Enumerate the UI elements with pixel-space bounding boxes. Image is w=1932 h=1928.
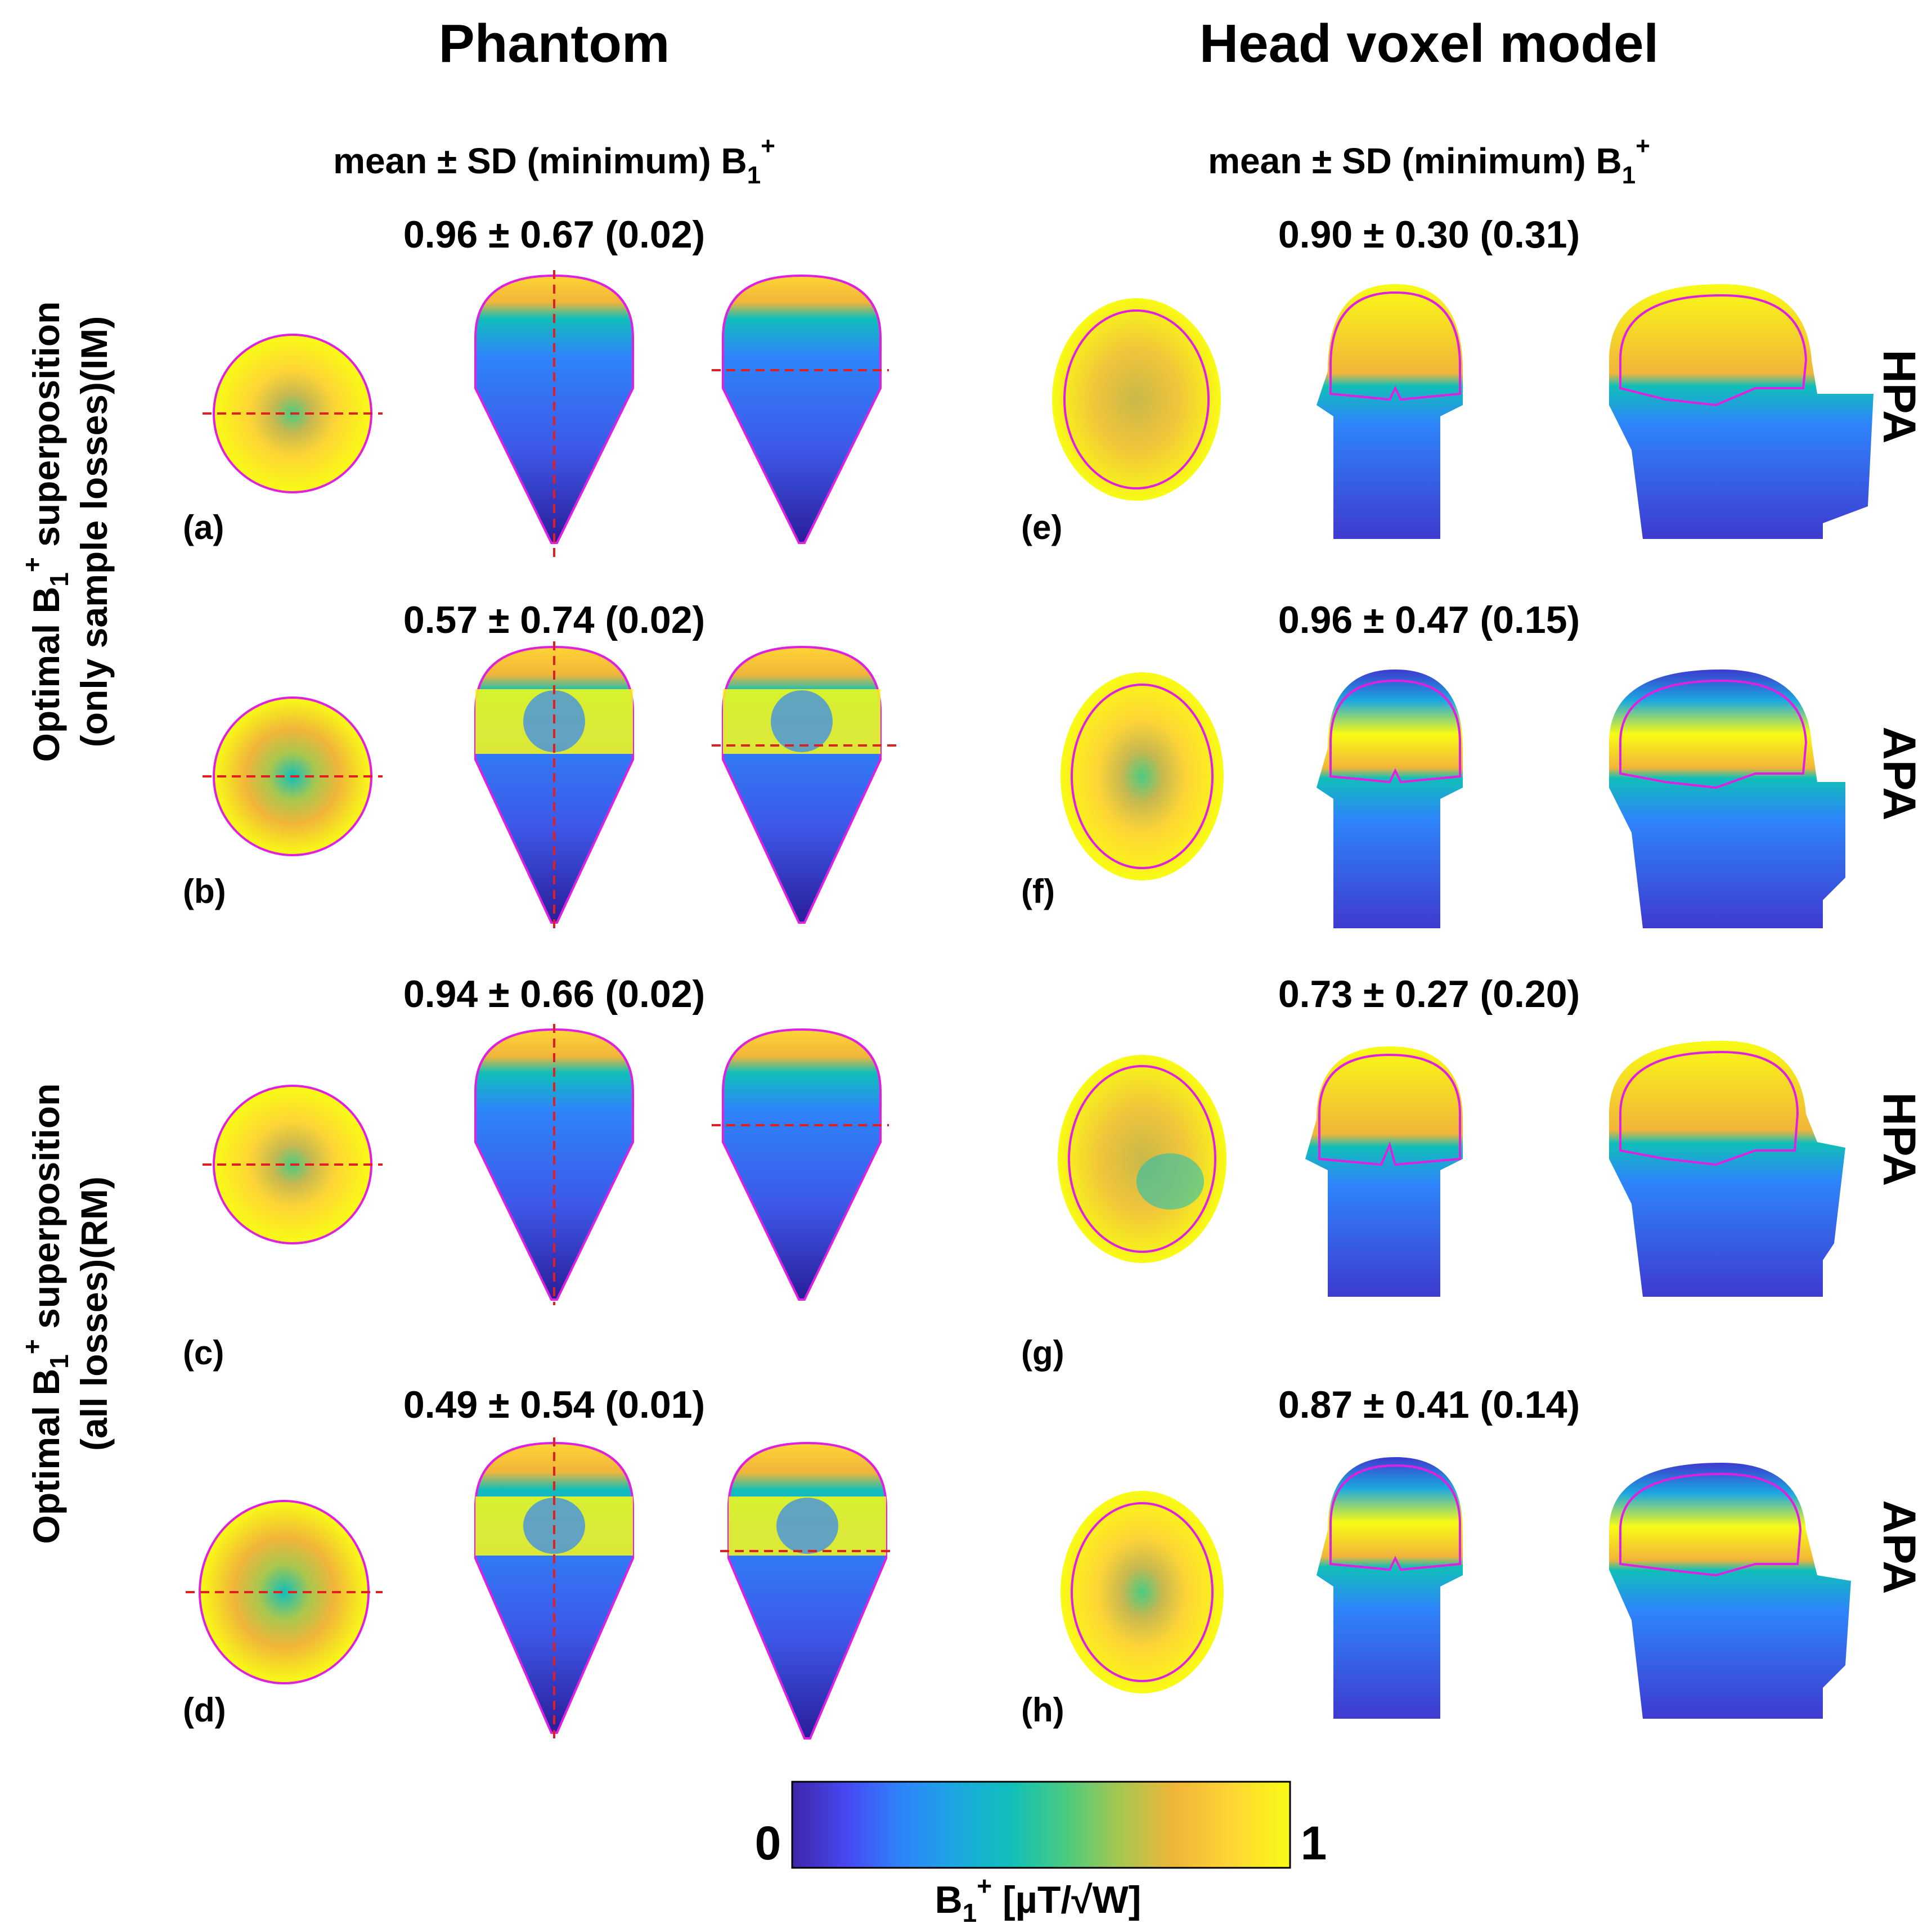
row-d-h: 0.49 ± 0.54 (0.01) 0.87 ± 0.41 (0.14) (d…: [183, 1383, 1925, 1740]
head-coronal-map-f: [1317, 669, 1463, 928]
phantom-sagittal-center-d: [776, 1498, 838, 1554]
head-coronal-map-h: [1317, 1457, 1463, 1719]
head-coronal-map-e: [1317, 284, 1463, 539]
phantom-column-title: Phantom: [439, 14, 670, 74]
phantom-subheader: mean ± SD (minimum) B1+: [333, 132, 775, 189]
colorbar-min-label: 0: [755, 1817, 781, 1869]
row-b-f: 0.57 ± 0.74 (0.02) 0.96 ± 0.47 (0.15) (b…: [183, 599, 1925, 928]
head-sagittal-map-g: [1609, 1041, 1845, 1297]
svg-text:(only sample losses)(IM): (only sample losses)(IM): [73, 316, 115, 748]
colorbar-max-label: 1: [1301, 1817, 1327, 1869]
panel-label-h: (h): [1021, 1691, 1064, 1729]
head-axial-outline-h: [1071, 1502, 1214, 1682]
head-axial-outline-g: [1068, 1065, 1216, 1253]
array-label-row-2: APA: [1873, 726, 1925, 820]
svg-text:Optimal B1+ superposition: Optimal B1+ superposition: [17, 302, 74, 762]
head-axial-map-g: [1058, 1055, 1226, 1263]
stat-phantom-d: 0.49 ± 0.54 (0.01): [403, 1383, 705, 1426]
stat-phantom-a: 0.96 ± 0.67 (0.02): [403, 213, 705, 256]
row-a-e: 0.96 ± 0.67 (0.02) 0.90 ± 0.30 (0.31) (a…: [183, 213, 1925, 557]
phantom-sagittal-map-b: [722, 645, 882, 924]
phantom-sagittal-map-c: [722, 1028, 882, 1301]
stat-head-f: 0.96 ± 0.47 (0.15): [1278, 599, 1580, 641]
phantom-sagittal-center-b: [771, 690, 833, 752]
head-coronal-map-g: [1305, 1046, 1463, 1297]
svg-text:(all losses)(RM): (all losses)(RM): [73, 1176, 115, 1451]
phantom-sagittal-map-d: [727, 1441, 887, 1740]
phantom-sagittal-map-a: [722, 274, 882, 544]
phantom-axial-map-d: [199, 1500, 370, 1684]
side-label-rm: Optimal B1+ superposition (all losses)(R…: [17, 1084, 115, 1544]
panel-label-c: (c): [183, 1334, 224, 1372]
panel-label-b: (b): [183, 873, 226, 910]
head-sagittal-outline-g: [1619, 1050, 1799, 1166]
array-label-row-4: APA: [1873, 1500, 1925, 1594]
colorbar-gradient: [791, 1781, 1291, 1869]
stat-head-e: 0.90 ± 0.30 (0.31): [1278, 213, 1580, 256]
panel-label-a: (a): [183, 509, 224, 546]
head-coronal-outline-f: [1329, 679, 1461, 784]
head-subheader: mean ± SD (minimum) B1+: [1208, 132, 1650, 189]
head-sagittal-outline-h: [1619, 1472, 1802, 1577]
array-label-row-1: HPA: [1873, 349, 1925, 443]
head-coronal-outline-g: [1318, 1053, 1461, 1166]
stat-phantom-c: 0.94 ± 0.66 (0.02): [403, 973, 705, 1015]
head-coronal-outline-h: [1329, 1464, 1461, 1571]
colorbar: 0 1 B1+ [µT/√W]: [755, 1781, 1327, 1927]
head-axial-map-e: [1052, 298, 1221, 501]
head-sagittal-map-h: [1609, 1463, 1851, 1719]
side-label-im: Optimal B1+ superposition (only sample l…: [17, 302, 115, 762]
head-axial-outline-f: [1071, 684, 1214, 869]
svg-text:Optimal B1+ superposition: Optimal B1+ superposition: [17, 1084, 74, 1544]
array-label-row-3: HPA: [1873, 1092, 1925, 1186]
head-axial-outline-e: [1063, 309, 1210, 489]
panel-label-d: (d): [183, 1691, 226, 1729]
head-sagittal-outline-e: [1619, 294, 1808, 407]
head-column-title: Head voxel model: [1199, 14, 1659, 74]
panel-label-g: (g): [1021, 1334, 1064, 1372]
stat-head-h: 0.87 ± 0.41 (0.14): [1278, 1383, 1580, 1426]
head-sagittal-outline-f: [1619, 679, 1808, 789]
panel-label-e: (e): [1021, 509, 1062, 546]
head-sagittal-map-f: [1609, 669, 1845, 928]
head-coronal-outline-e: [1329, 291, 1461, 401]
head-sagittal-map-e: [1609, 284, 1873, 539]
panel-label-f: (f): [1021, 873, 1055, 910]
stat-head-g: 0.73 ± 0.27 (0.20): [1278, 973, 1580, 1015]
colorbar-title: B1+ [µT/√W]: [935, 1871, 1142, 1927]
row-c-g: 0.94 ± 0.66 (0.02) 0.73 ± 0.27 (0.20) (c…: [183, 973, 1925, 1372]
stat-phantom-b: 0.57 ± 0.74 (0.02): [403, 599, 705, 641]
head-axial-lowspot-g: [1136, 1153, 1204, 1210]
head-axial-map-f: [1061, 672, 1224, 880]
head-axial-map-h: [1061, 1491, 1224, 1693]
